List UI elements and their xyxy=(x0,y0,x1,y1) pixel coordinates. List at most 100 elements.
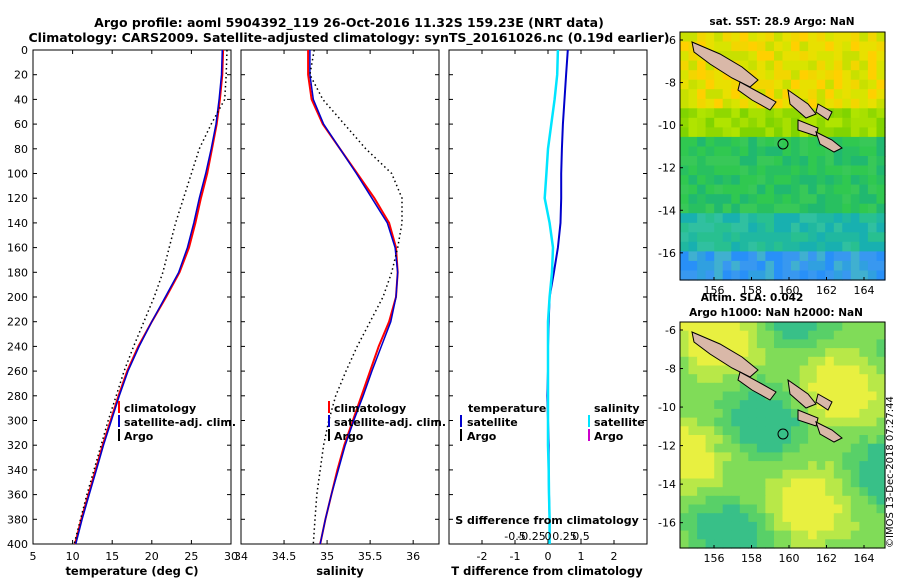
map-cell xyxy=(782,530,792,540)
map-cell xyxy=(867,175,877,186)
map-cell xyxy=(782,504,792,514)
map-cell xyxy=(739,435,749,445)
map-cell xyxy=(833,513,843,523)
map-cell xyxy=(680,426,690,436)
lon-tick-label: 160 xyxy=(779,552,800,565)
map-cell xyxy=(791,504,801,514)
map-cell xyxy=(833,530,843,540)
map-cell xyxy=(765,108,775,119)
island xyxy=(797,409,819,427)
map-cell xyxy=(825,391,835,401)
map-cell xyxy=(731,51,741,62)
map-cell xyxy=(842,495,852,506)
depth-tick-label: 280 xyxy=(7,390,28,403)
map-cell xyxy=(739,469,749,480)
map-cell xyxy=(774,232,784,243)
map-cell xyxy=(825,117,835,128)
map-cell xyxy=(731,270,741,281)
map-cell xyxy=(688,232,698,243)
map-cell xyxy=(748,222,758,233)
map-cell xyxy=(714,478,724,488)
map-cell xyxy=(867,330,877,340)
map-cell xyxy=(808,478,818,488)
map-cell xyxy=(876,136,886,147)
legend-label-satellite: satellite-adj. clim. xyxy=(124,416,236,429)
map-cell xyxy=(765,513,775,523)
map-cell xyxy=(697,213,707,224)
map-cell xyxy=(816,330,826,340)
x-tick-label: 0 xyxy=(545,550,552,563)
map-cell xyxy=(859,417,869,427)
map-cell xyxy=(842,374,852,384)
map-cell xyxy=(756,356,766,367)
map-cell xyxy=(714,136,724,147)
map-cell xyxy=(705,330,715,340)
map-cell xyxy=(850,89,860,100)
map-cell xyxy=(833,374,843,384)
map-cell xyxy=(867,184,877,195)
map-cell xyxy=(867,322,877,332)
map-cell xyxy=(808,443,818,453)
map-cell xyxy=(799,374,809,384)
map-cell xyxy=(705,117,715,128)
map-cell xyxy=(808,513,818,523)
map-cell xyxy=(756,365,766,375)
map-cell xyxy=(722,89,732,100)
map-cell xyxy=(765,521,775,532)
map-cell xyxy=(705,156,715,167)
map-cell xyxy=(731,41,741,52)
map-cell xyxy=(791,539,801,549)
legend-label-climatology: climatology xyxy=(334,402,406,415)
map-cell xyxy=(765,339,775,349)
map-cell xyxy=(808,175,818,186)
map-cell xyxy=(756,435,766,445)
map-cell xyxy=(799,79,809,90)
map-cell xyxy=(859,426,869,436)
map-cell xyxy=(765,452,775,462)
map-cell xyxy=(833,322,843,332)
map-cell xyxy=(799,382,809,393)
map-cell xyxy=(731,504,741,514)
map-cell xyxy=(808,356,818,367)
map-cell xyxy=(867,391,877,401)
legend-label-satellite: satellite-adj. clim. xyxy=(334,416,446,429)
map-cell xyxy=(765,461,775,471)
map-cell xyxy=(816,79,826,90)
map-cell xyxy=(714,203,724,214)
map-cell xyxy=(765,530,775,540)
map-cell xyxy=(808,89,818,100)
map-cell xyxy=(876,443,886,453)
map-cell xyxy=(859,108,869,119)
lon-tick-label: 164 xyxy=(854,552,875,565)
map-cell xyxy=(782,435,792,445)
map-cell xyxy=(782,365,792,375)
map-cell xyxy=(739,117,749,128)
map-cell xyxy=(842,452,852,462)
map-cell xyxy=(774,374,784,384)
map-cell xyxy=(688,60,698,71)
map-cell xyxy=(850,60,860,71)
map-cell xyxy=(825,461,835,471)
map-cell xyxy=(842,391,852,401)
map-cell xyxy=(774,452,784,462)
map-cell xyxy=(850,232,860,243)
map-cell xyxy=(774,260,784,271)
map-cell xyxy=(850,461,860,471)
map-cell xyxy=(697,504,707,514)
map-cell xyxy=(705,530,715,540)
map-cell xyxy=(739,322,749,332)
map-cell xyxy=(850,365,860,375)
map-cell xyxy=(782,89,792,100)
map-cell xyxy=(697,539,707,549)
map-cell xyxy=(774,339,784,349)
map-cell xyxy=(876,504,886,514)
map-cell xyxy=(808,469,818,480)
map-cell xyxy=(850,322,860,332)
map-cell xyxy=(825,70,835,81)
map-cell xyxy=(876,156,886,167)
map-cell xyxy=(850,270,860,281)
map-cell xyxy=(731,203,741,214)
map-cell xyxy=(688,348,698,358)
map-cell xyxy=(688,487,698,497)
island xyxy=(815,421,843,443)
